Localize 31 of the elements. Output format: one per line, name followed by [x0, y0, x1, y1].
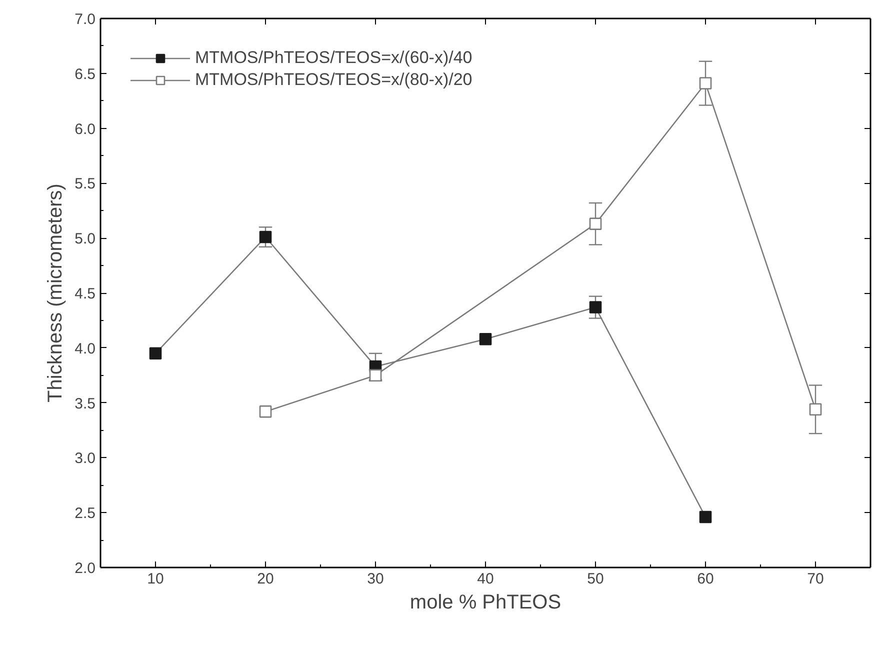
x-tick-label: 70	[807, 570, 824, 588]
x-tick-label: 10	[147, 570, 164, 588]
point	[699, 77, 712, 90]
y-tick-label: 6.5	[74, 66, 96, 83]
legend-label: MTMOS/PhTEOS/TEOS=x/(60-x)/40	[195, 48, 472, 68]
y-tick-label: 2.0	[74, 560, 96, 577]
point	[149, 347, 162, 360]
y-tick-label: 2.5	[74, 505, 96, 522]
x-tick-label: 60	[697, 570, 714, 588]
y-tick-label: 5.0	[74, 230, 96, 248]
x-tick-label: 20	[257, 570, 274, 588]
point	[589, 218, 602, 230]
legend-label: MTMOS/PhTEOS/TEOS=x/(80-x)/20	[195, 70, 472, 90]
point	[259, 230, 272, 244]
point	[699, 510, 712, 524]
y-tick-label: 5.5	[74, 176, 96, 193]
x-axis-title: mole % PhTEOS	[410, 592, 562, 614]
point	[479, 332, 492, 346]
point	[589, 301, 602, 314]
y-tick-label: 4.0	[74, 340, 96, 358]
y-axis-title: Thickness (micrometers)	[44, 184, 67, 402]
y-tick-label: 6.0	[74, 120, 96, 138]
y-tick-label: 3.0	[74, 450, 96, 468]
x-tick-label: 30	[367, 570, 384, 588]
y-tick-label: 4.5	[74, 286, 96, 302]
x-tick-label: 40	[477, 570, 494, 588]
y-tick-label: 3.5	[74, 395, 96, 412]
point	[809, 403, 822, 416]
x-tick-label: 50	[587, 570, 604, 588]
y-tick-label: 7.0	[74, 11, 96, 28]
point	[259, 405, 272, 418]
